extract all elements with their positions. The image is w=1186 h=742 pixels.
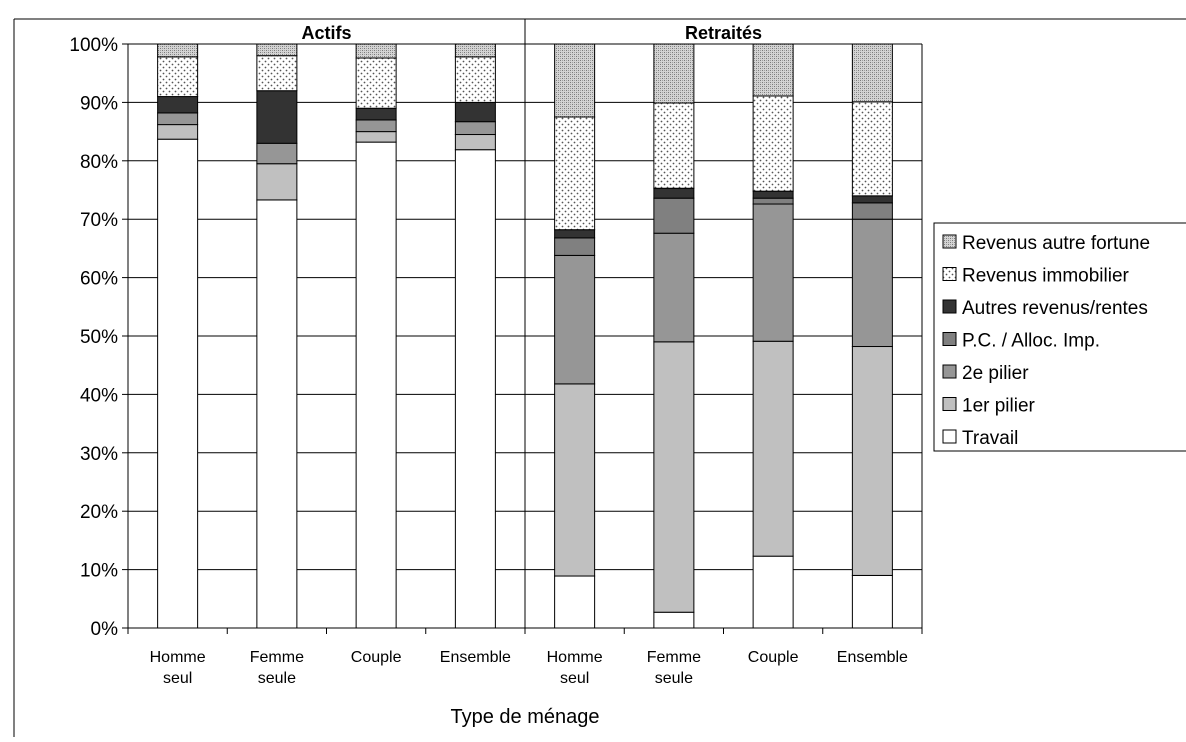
bar-segment (454, 101, 496, 123)
bar-segment (355, 131, 397, 143)
bar-segment (554, 254, 596, 385)
x-category-label: seul (163, 670, 192, 687)
bar-segment (454, 121, 496, 136)
bar-segment (554, 575, 596, 629)
y-tick-label: 100% (69, 35, 118, 56)
x-category-label: Homme (547, 649, 603, 666)
legend-label: Revenus autre fortune (962, 233, 1150, 254)
bar-segment (653, 43, 695, 104)
x-category-label: Femme (250, 649, 304, 666)
bar-segment (554, 43, 596, 118)
group-header-label: Actifs (301, 23, 351, 43)
bar-segment (355, 141, 397, 629)
bar-segment (653, 611, 695, 629)
y-tick-label: 40% (80, 385, 118, 406)
bar-segment (256, 90, 298, 144)
bar-segment (752, 190, 794, 199)
bar-segment (554, 116, 596, 231)
legend-label: Revenus immobilier (962, 266, 1130, 287)
x-category-label: seule (258, 670, 296, 687)
legend-swatch (942, 234, 957, 249)
legend-swatch (942, 397, 957, 411)
x-category-label: Femme (647, 649, 701, 666)
legend-label: Travail (962, 428, 1018, 449)
legend-swatch (942, 299, 957, 314)
bar-segment (355, 107, 397, 121)
bar-segment (752, 197, 794, 205)
legend-swatch (942, 332, 957, 346)
bar-segment (752, 95, 794, 192)
x-axis-title: Type de ménage (451, 706, 600, 728)
bar-segment (752, 203, 794, 342)
bar-segment (454, 149, 496, 629)
x-category-label: Homme (150, 649, 206, 666)
bar-segment (851, 43, 893, 103)
bar-segment (851, 574, 893, 629)
bar-segment (157, 112, 199, 126)
bar-segment (157, 124, 199, 140)
legend-swatch (942, 364, 957, 379)
bar-segment (256, 55, 298, 92)
bar-segment (157, 56, 199, 98)
bars (157, 43, 893, 629)
bar-segment (554, 383, 596, 577)
bar-segment (851, 346, 893, 576)
legend-label: Autres revenus/rentes (962, 298, 1148, 319)
y-tick-label: 0% (91, 619, 119, 640)
y-tick-label: 20% (80, 502, 118, 523)
x-category-label: Couple (748, 649, 799, 666)
y-tick-label: 10% (80, 561, 118, 582)
bar-segment (653, 102, 695, 189)
bar-segment (355, 119, 397, 133)
y-tick-label: 50% (80, 327, 118, 348)
bar-segment (653, 232, 695, 343)
y-tick-label: 80% (80, 152, 118, 173)
y-tick-label: 70% (80, 210, 118, 231)
x-category-label: Ensemble (440, 649, 511, 666)
bar-segment (454, 56, 496, 103)
legend: Revenus autre fortune Revenus immobilier A… (933, 222, 1186, 452)
group-header-label: Retraités (685, 23, 762, 43)
legend-swatch (942, 267, 957, 281)
bar-segment (554, 229, 596, 239)
bar-segment (653, 197, 695, 234)
bar-segment (752, 43, 794, 97)
legend-swatch (942, 429, 957, 444)
y-tick-label: 60% (80, 269, 118, 290)
x-category-label: seul (560, 670, 589, 687)
y-tick-label: 90% (80, 93, 118, 114)
bar-segment (355, 57, 397, 109)
bar-segment (851, 195, 893, 204)
bar-segment (554, 237, 596, 256)
y-tick-label: 30% (80, 444, 118, 465)
bar-segment (752, 340, 794, 557)
bar-segment (256, 43, 298, 57)
bar-segment (454, 43, 496, 58)
bar-segment (653, 341, 695, 613)
x-category-label: seule (655, 670, 693, 687)
legend-label: 1er pilier (962, 396, 1036, 417)
bar-segment (256, 199, 298, 629)
bar-segment (256, 163, 298, 201)
bar-segment (157, 138, 199, 629)
x-category-label: Couple (351, 649, 402, 666)
bar-segment (851, 218, 893, 348)
bar-segment (454, 134, 496, 151)
legend-box (933, 222, 1186, 452)
bar-segment (851, 202, 893, 220)
bar-segment (157, 96, 199, 114)
bar-segment (653, 187, 695, 199)
bar-segment (851, 101, 893, 197)
x-category-label: Ensemble (837, 649, 908, 666)
bar-segment (752, 555, 794, 629)
axes (13, 18, 1186, 737)
legend-label: 2e pilier (962, 363, 1029, 384)
bar-segment (355, 43, 397, 59)
labels: 0% 10% 20% 30% 40% 50% 60% 70% 80% 90% 100% Homme se… (69, 23, 908, 728)
bar-segment (256, 142, 298, 165)
bar-segment (157, 43, 199, 58)
legend-label: P.C. / Alloc. Imp. (962, 331, 1100, 352)
